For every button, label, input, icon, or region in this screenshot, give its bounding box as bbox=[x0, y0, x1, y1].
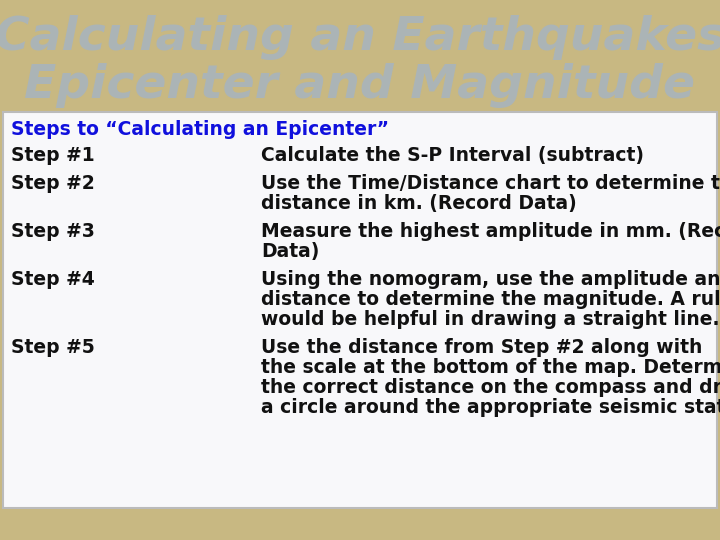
Text: Step #5: Step #5 bbox=[11, 338, 95, 357]
Text: Use the Time/Distance chart to determine the: Use the Time/Distance chart to determine… bbox=[261, 174, 720, 193]
Bar bbox=[3, 112, 717, 508]
Text: the scale at the bottom of the map. Determine: the scale at the bottom of the map. Dete… bbox=[261, 358, 720, 377]
Text: distance to determine the magnitude. A ruler: distance to determine the magnitude. A r… bbox=[261, 290, 720, 309]
Text: Measure the highest amplitude in mm. (Record: Measure the highest amplitude in mm. (Re… bbox=[261, 222, 720, 241]
Text: Step #3: Step #3 bbox=[11, 222, 95, 241]
Text: Step #4: Step #4 bbox=[11, 270, 95, 289]
Text: distance in km. (Record Data): distance in km. (Record Data) bbox=[261, 194, 577, 213]
Text: Epicenter and Magnitude: Epicenter and Magnitude bbox=[24, 63, 696, 107]
Text: Data): Data) bbox=[261, 242, 320, 261]
Text: the correct distance on the compass and draw: the correct distance on the compass and … bbox=[261, 378, 720, 397]
Text: would be helpful in drawing a straight line.: would be helpful in drawing a straight l… bbox=[261, 310, 719, 329]
Text: Calculating an Earthquakes: Calculating an Earthquakes bbox=[0, 16, 720, 60]
Text: a circle around the appropriate seismic station.: a circle around the appropriate seismic … bbox=[261, 398, 720, 417]
Text: Using the nomogram, use the amplitude and: Using the nomogram, use the amplitude an… bbox=[261, 270, 720, 289]
Text: Use the distance from Step #2 along with: Use the distance from Step #2 along with bbox=[261, 338, 703, 357]
Text: Step #1: Step #1 bbox=[11, 146, 94, 165]
Text: Calculate the S-P Interval (subtract): Calculate the S-P Interval (subtract) bbox=[261, 146, 644, 165]
Text: Steps to “Calculating an Epicenter”: Steps to “Calculating an Epicenter” bbox=[11, 120, 389, 139]
Text: Step #2: Step #2 bbox=[11, 174, 95, 193]
